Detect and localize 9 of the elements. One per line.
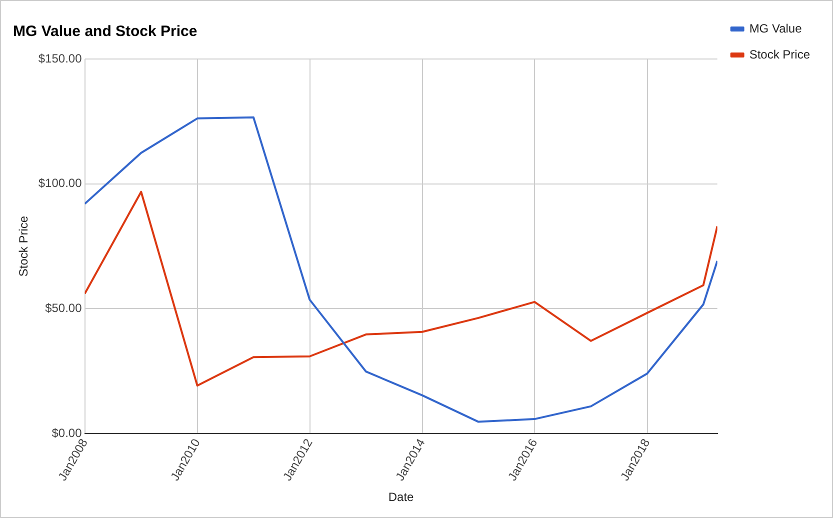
x-axis-title: Date: [388, 490, 414, 504]
y-tick-label: $150.00: [38, 51, 82, 66]
legend-label: Stock Price: [749, 47, 810, 62]
y-tick-label: $0.00: [52, 426, 82, 440]
legend-label: MG Value: [749, 21, 802, 36]
y-tick-label: $100.00: [38, 176, 82, 190]
chart-title: MG Value and Stock Price: [13, 23, 198, 40]
y-axis-title: Stock Price: [16, 216, 31, 277]
y-tick-label: $50.00: [45, 300, 82, 315]
